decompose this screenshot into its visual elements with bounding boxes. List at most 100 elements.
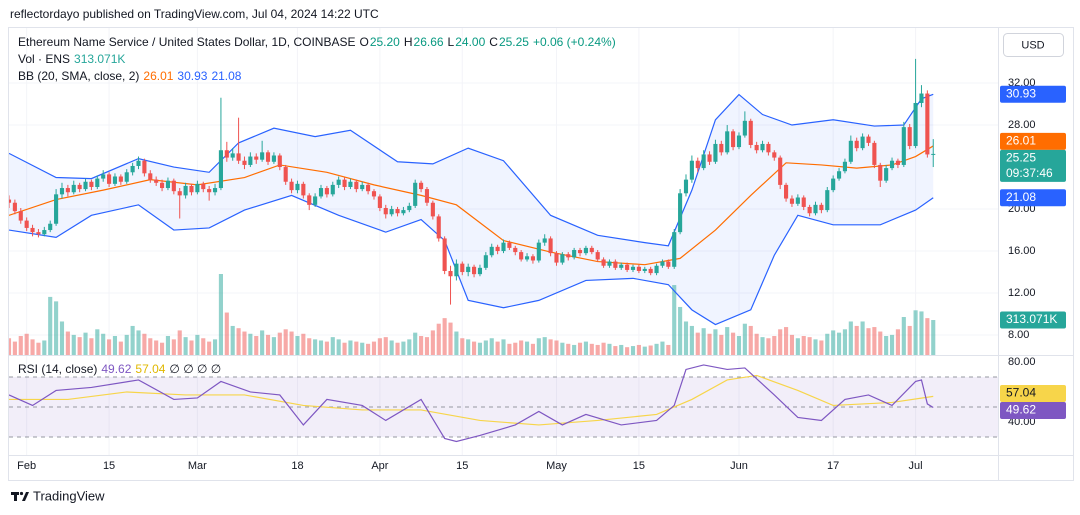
candle-body bbox=[748, 120, 753, 145]
candle-body bbox=[159, 182, 165, 189]
volume-bar bbox=[154, 340, 159, 355]
volume-bar bbox=[536, 338, 541, 355]
volume-bar bbox=[148, 338, 153, 355]
candle-body bbox=[71, 184, 76, 193]
volume-bar bbox=[589, 343, 594, 355]
volume-bar bbox=[419, 336, 424, 355]
candle-body bbox=[619, 264, 624, 268]
candle-body bbox=[813, 204, 818, 214]
volume-badge bbox=[1000, 311, 1066, 329]
volume-bar bbox=[271, 337, 276, 355]
candle-body bbox=[354, 181, 359, 190]
volume-bar bbox=[872, 327, 877, 355]
volume-bar bbox=[613, 346, 618, 355]
volume-bar bbox=[819, 340, 824, 355]
bb-line bbox=[9, 145, 934, 266]
candle-body bbox=[413, 182, 418, 206]
candle-body bbox=[613, 261, 618, 268]
volume-bar bbox=[607, 343, 612, 355]
currency-button[interactable] bbox=[1003, 33, 1064, 57]
volume-bar bbox=[295, 336, 300, 355]
volume-bar bbox=[472, 341, 477, 355]
candle-body bbox=[277, 155, 282, 168]
volume-bar bbox=[371, 341, 377, 355]
ohlc-value: 25.25 bbox=[498, 35, 529, 49]
volume-bar bbox=[913, 310, 918, 355]
candle-body bbox=[218, 150, 223, 189]
candle-body bbox=[519, 252, 524, 260]
x-tick-label: Mar bbox=[188, 460, 207, 472]
candle-body bbox=[701, 154, 706, 169]
candle-body bbox=[778, 157, 783, 185]
rsi-pane bbox=[9, 364, 998, 443]
candle-body bbox=[666, 261, 671, 267]
volume-bar bbox=[848, 321, 853, 355]
volume-bar bbox=[65, 331, 70, 355]
volume-bar bbox=[766, 338, 771, 355]
candle-body bbox=[248, 156, 253, 165]
candle-body bbox=[601, 259, 606, 266]
ohlc-key: O bbox=[359, 35, 369, 49]
volume-bar bbox=[236, 328, 241, 355]
candle-body bbox=[371, 191, 377, 197]
candle-body bbox=[919, 93, 924, 103]
candle-body bbox=[495, 246, 500, 252]
candle-body bbox=[636, 266, 641, 271]
candle-body bbox=[65, 188, 70, 193]
volume-bar bbox=[701, 328, 706, 355]
candle-body bbox=[672, 232, 677, 267]
volume-bar bbox=[907, 325, 912, 355]
volume-bar bbox=[731, 332, 736, 355]
volume-bar bbox=[807, 337, 812, 355]
rsi-badge bbox=[1000, 384, 1066, 402]
candle-body bbox=[112, 176, 118, 184]
volume-bar bbox=[18, 336, 23, 355]
volume-bar bbox=[813, 339, 818, 355]
volume-bar bbox=[218, 274, 223, 355]
volume-bar bbox=[307, 338, 312, 355]
candle-body bbox=[678, 193, 683, 233]
volume-bar bbox=[448, 322, 453, 355]
volume-bar bbox=[501, 339, 506, 355]
volume-bar bbox=[407, 339, 412, 355]
candle-body bbox=[12, 202, 17, 212]
volume-bar bbox=[301, 333, 306, 355]
ohlc-value: 26.66 bbox=[413, 35, 444, 49]
candle-body bbox=[177, 191, 182, 196]
candle-body bbox=[424, 189, 430, 203]
volume-bar bbox=[230, 325, 235, 355]
candle-body bbox=[254, 156, 259, 160]
volume-bar bbox=[460, 338, 465, 355]
candle-body bbox=[236, 153, 241, 161]
candle-body bbox=[183, 185, 188, 196]
volume-bar bbox=[36, 342, 41, 355]
x-tick-label: Jun bbox=[730, 460, 748, 472]
volume-bar bbox=[195, 334, 200, 355]
candle-body bbox=[807, 206, 812, 214]
volume-bar bbox=[524, 341, 530, 355]
x-tick-label: Apr bbox=[371, 460, 388, 472]
volume-bar bbox=[760, 337, 765, 355]
price-legend: Ethereum Name Service / United States Do… bbox=[18, 34, 620, 85]
volume-bar bbox=[601, 342, 606, 355]
volume-bar bbox=[377, 338, 382, 355]
volume-bar bbox=[801, 336, 806, 355]
bb-badge bbox=[1000, 132, 1066, 150]
volume-bar bbox=[925, 318, 930, 355]
candle-body bbox=[542, 238, 547, 243]
candle-body bbox=[401, 210, 406, 214]
bb-badge bbox=[1000, 189, 1066, 207]
volume-bar bbox=[71, 334, 76, 355]
candle-body bbox=[695, 160, 700, 169]
volume-bar bbox=[454, 331, 459, 355]
bb-value: 30.93 bbox=[177, 69, 208, 83]
volume-bar bbox=[619, 344, 624, 355]
y-tick-label: 12.00 bbox=[1008, 287, 1036, 299]
volume-bar bbox=[313, 339, 318, 355]
volume-bar bbox=[630, 346, 636, 355]
candle-body bbox=[212, 188, 218, 193]
x-tick-label: 15 bbox=[456, 460, 468, 472]
volume-bar bbox=[348, 340, 353, 355]
candle-body bbox=[466, 266, 471, 273]
candle-body bbox=[195, 183, 200, 193]
